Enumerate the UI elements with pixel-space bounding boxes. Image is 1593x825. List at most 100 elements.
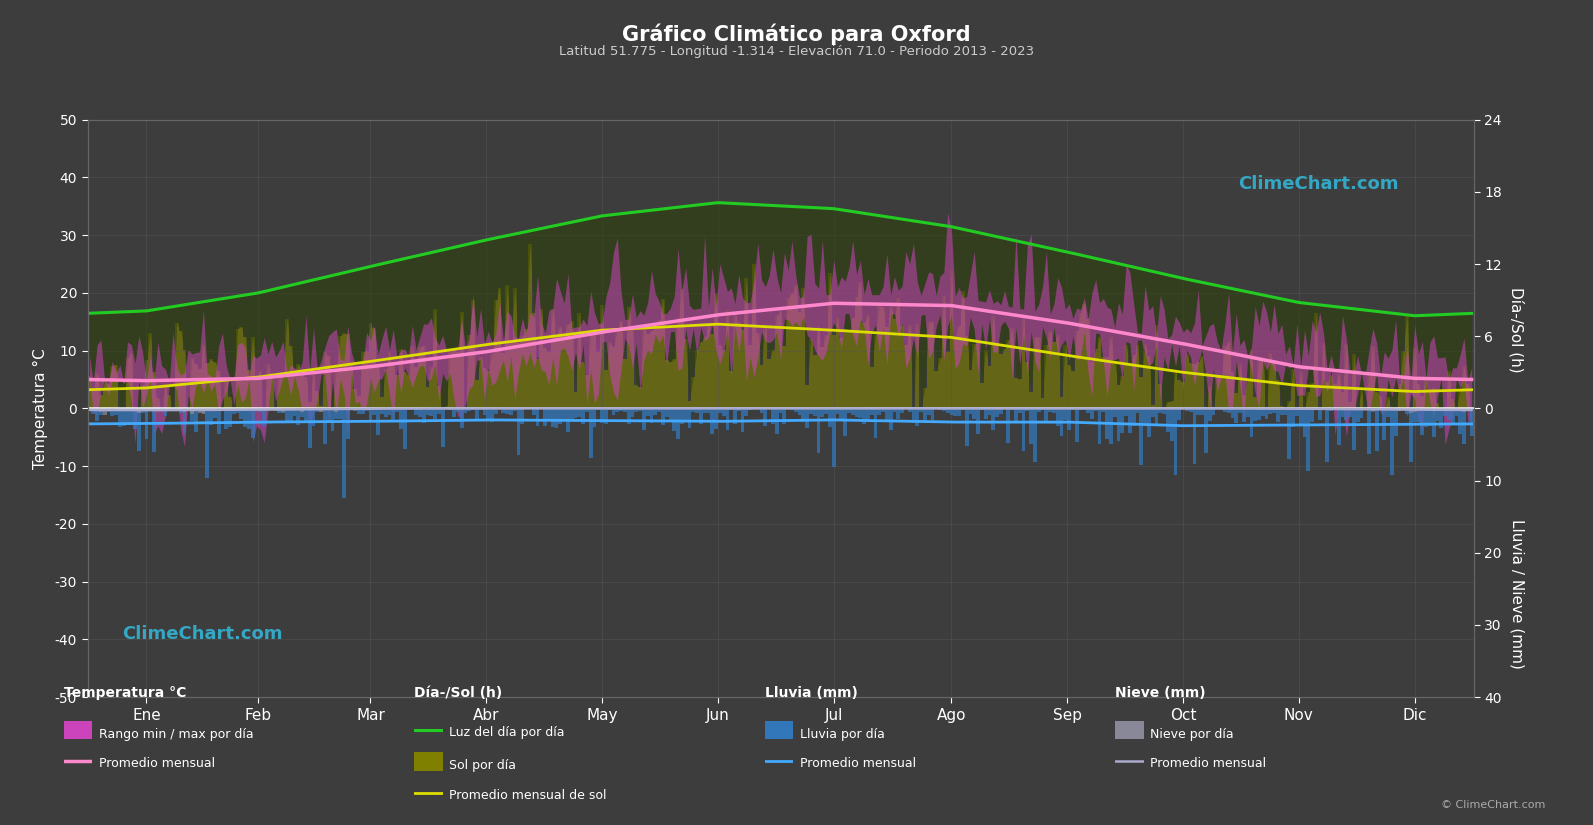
Bar: [285, 408, 288, 410]
Bar: [1227, 342, 1230, 408]
Bar: [335, 408, 338, 412]
Bar: [250, 408, 255, 438]
Bar: [801, 288, 804, 408]
Bar: [384, 369, 387, 408]
Bar: [1375, 392, 1378, 408]
Bar: [961, 290, 965, 408]
Bar: [239, 327, 244, 408]
Bar: [288, 346, 293, 408]
Bar: [965, 408, 969, 446]
Bar: [1010, 408, 1015, 410]
Bar: [699, 408, 703, 424]
Bar: [703, 337, 707, 408]
Bar: [118, 408, 121, 427]
Bar: [1466, 408, 1470, 411]
Bar: [258, 370, 263, 408]
Bar: [1219, 377, 1223, 408]
Bar: [153, 371, 156, 408]
Bar: [1268, 408, 1273, 414]
Bar: [365, 351, 368, 408]
Bar: [436, 408, 441, 414]
Bar: [953, 338, 957, 408]
Bar: [889, 307, 892, 408]
Bar: [1120, 408, 1125, 433]
Bar: [1298, 408, 1303, 426]
Bar: [1223, 408, 1227, 412]
Bar: [186, 408, 190, 410]
Bar: [927, 323, 930, 408]
Bar: [467, 408, 472, 411]
Bar: [718, 345, 722, 408]
Text: Nieve por día: Nieve por día: [1150, 728, 1233, 741]
Bar: [1292, 408, 1295, 427]
Bar: [277, 375, 282, 408]
Bar: [1427, 408, 1432, 409]
Bar: [1018, 380, 1021, 408]
Bar: [228, 408, 233, 410]
Bar: [178, 331, 183, 408]
Bar: [1144, 344, 1147, 408]
Bar: [1359, 408, 1364, 418]
Bar: [824, 335, 828, 408]
Bar: [1276, 380, 1279, 408]
Bar: [725, 408, 730, 430]
Bar: [403, 408, 406, 449]
Text: Nieve (mm): Nieve (mm): [1115, 686, 1206, 700]
Bar: [247, 408, 250, 430]
Bar: [675, 318, 680, 408]
Bar: [1235, 408, 1238, 423]
Bar: [483, 367, 486, 408]
Text: Sol por día: Sol por día: [449, 759, 516, 772]
Bar: [604, 408, 609, 424]
Bar: [741, 408, 744, 431]
Bar: [510, 408, 513, 415]
Bar: [1295, 408, 1298, 417]
Bar: [1287, 401, 1292, 408]
Bar: [403, 371, 406, 408]
Bar: [1109, 408, 1114, 444]
Bar: [315, 391, 319, 408]
Bar: [1166, 402, 1169, 408]
Bar: [908, 408, 911, 412]
Bar: [1298, 372, 1303, 408]
Bar: [255, 377, 258, 408]
Bar: [722, 408, 725, 416]
Bar: [1454, 408, 1458, 416]
Bar: [878, 304, 881, 408]
Bar: [988, 365, 991, 408]
Bar: [543, 408, 546, 427]
Bar: [502, 352, 505, 408]
Bar: [965, 336, 969, 408]
Bar: [384, 408, 387, 409]
Bar: [1352, 354, 1356, 408]
Bar: [1238, 408, 1243, 413]
Bar: [793, 285, 798, 408]
Bar: [886, 408, 889, 420]
Bar: [771, 350, 774, 408]
Text: Promedio mensual: Promedio mensual: [99, 757, 215, 771]
Bar: [634, 408, 639, 412]
Bar: [145, 408, 148, 440]
Bar: [722, 351, 725, 408]
Bar: [198, 370, 202, 408]
Bar: [774, 315, 779, 408]
Bar: [175, 323, 178, 408]
Bar: [938, 358, 941, 408]
Bar: [368, 408, 373, 422]
Bar: [376, 365, 381, 408]
Bar: [645, 408, 650, 416]
Bar: [699, 342, 703, 408]
Bar: [1034, 337, 1037, 408]
Bar: [190, 408, 194, 421]
Bar: [1372, 408, 1375, 411]
Bar: [145, 408, 148, 409]
Bar: [1238, 364, 1243, 408]
Bar: [244, 408, 247, 427]
Bar: [1147, 408, 1150, 437]
Bar: [433, 309, 436, 408]
Bar: [1408, 408, 1413, 412]
Bar: [900, 408, 903, 413]
Bar: [585, 375, 589, 408]
Bar: [444, 407, 448, 408]
Bar: [1114, 364, 1117, 408]
